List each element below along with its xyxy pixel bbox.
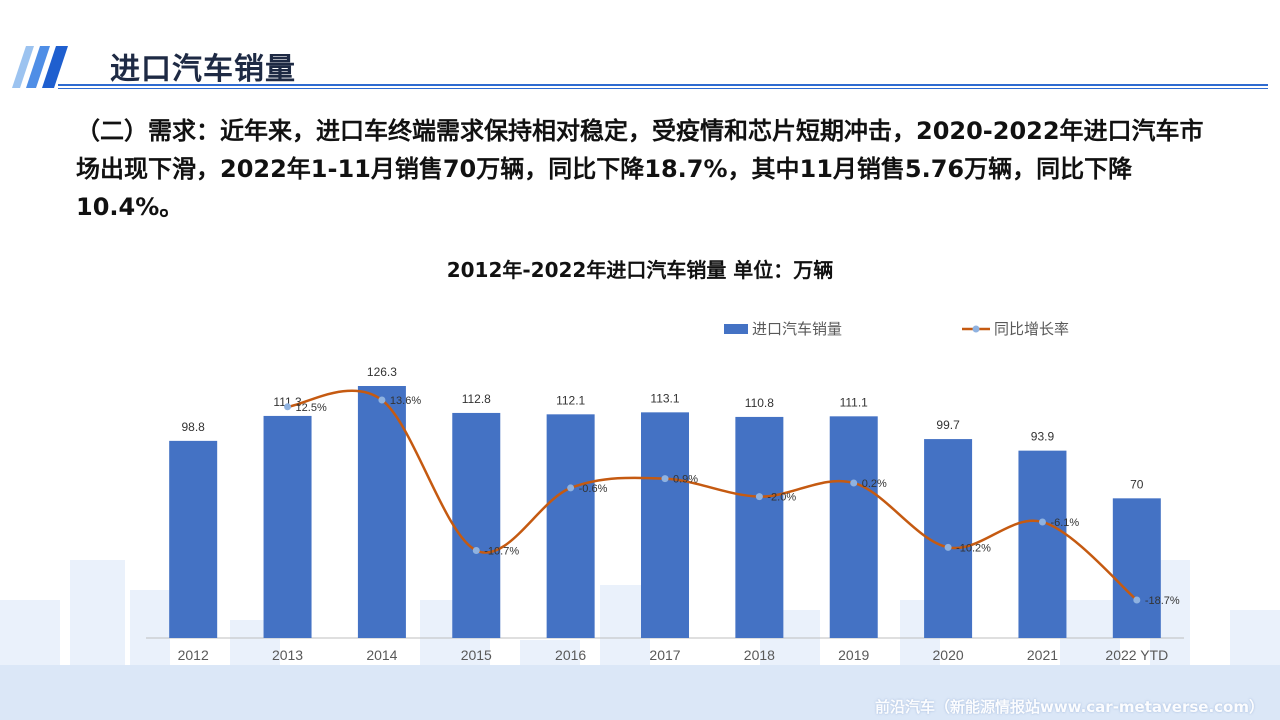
header-stripes-icon — [12, 46, 68, 88]
growth-rate-label: 0.9% — [673, 474, 698, 486]
bar — [169, 440, 218, 638]
growth-rate-label: 12.5% — [296, 402, 327, 414]
bar — [546, 414, 595, 638]
bar-value-label: 110.8 — [745, 396, 774, 410]
bar-value-label: 112.1 — [556, 393, 585, 407]
x-tick-label: 2022 YTD — [1105, 647, 1168, 663]
growth-rate-point — [850, 479, 858, 487]
page-title: 进口汽车销量 — [110, 52, 296, 87]
bar — [452, 412, 501, 638]
legend-swatch-bars — [724, 324, 748, 334]
bar-value-label: 70 — [1130, 477, 1144, 491]
chart-title: 2012年-2022年进口汽车销量 单位：万辆 — [446, 258, 834, 282]
growth-rate-point — [567, 484, 575, 492]
growth-rate-point — [378, 396, 386, 404]
x-tick-label: 2013 — [272, 647, 303, 663]
growth-rate-label: -18.7% — [1145, 595, 1180, 607]
growth-rate-label: 13.6% — [390, 395, 421, 407]
x-tick-label: 2014 — [366, 647, 397, 663]
bar — [263, 415, 312, 638]
legend-swatch-marker — [972, 325, 980, 333]
bar — [829, 416, 878, 638]
bar-value-label: 126.3 — [367, 365, 397, 379]
growth-rate-label: -2.0% — [767, 492, 796, 504]
x-tick-label: 2020 — [933, 647, 964, 663]
bar — [1112, 498, 1161, 638]
growth-rate-label: 0.2% — [862, 478, 887, 490]
x-tick-label: 2021 — [1027, 647, 1058, 663]
x-tick-label: 2019 — [838, 647, 869, 663]
bar-value-label: 99.7 — [936, 418, 960, 432]
header-divider — [58, 84, 1268, 90]
summary-paragraph: （二）需求：近年来，进口车终端需求保持相对稳定，受疫情和芯片短期冲击，2020-… — [76, 117, 1204, 221]
bar — [735, 416, 784, 638]
x-tick-label: 2017 — [649, 647, 680, 663]
legend-label-bars: 进口汽车销量 — [752, 321, 842, 338]
x-tick-label: 2016 — [555, 647, 586, 663]
growth-rate-point — [472, 546, 480, 554]
watermark-text: 前沿汽车（新能源情报站www.car-metaverse.com） — [874, 698, 1264, 716]
bar-value-label: 98.8 — [182, 420, 206, 434]
growth-rate-point — [1038, 518, 1046, 526]
bar — [1018, 450, 1067, 638]
bar — [641, 412, 689, 638]
bar — [924, 439, 973, 638]
growth-rate-point — [1133, 596, 1141, 604]
bar-value-label: 113.1 — [650, 391, 679, 405]
growth-rate-point — [661, 475, 669, 483]
growth-rate-label: -6.1% — [1050, 517, 1079, 529]
growth-rate-point — [755, 493, 763, 501]
growth-rate-label: -0.6% — [579, 483, 608, 495]
x-tick-label: 2018 — [744, 647, 775, 663]
growth-rate-point — [944, 543, 952, 551]
bar-value-label: 112.8 — [462, 392, 491, 406]
x-tick-label: 2015 — [461, 647, 492, 663]
growth-rate-label: -10.7% — [484, 545, 519, 557]
growth-rate-line — [287, 389, 1138, 601]
growth-rate-label: -10.2% — [956, 542, 991, 554]
x-tick-label: 2012 — [178, 647, 209, 663]
bar-value-label: 93.9 — [1031, 430, 1055, 444]
legend-label-line: 同比增长率 — [994, 321, 1069, 338]
growth-rate-point — [284, 403, 292, 411]
bar — [357, 386, 406, 638]
bar-value-label: 111.1 — [840, 395, 869, 409]
